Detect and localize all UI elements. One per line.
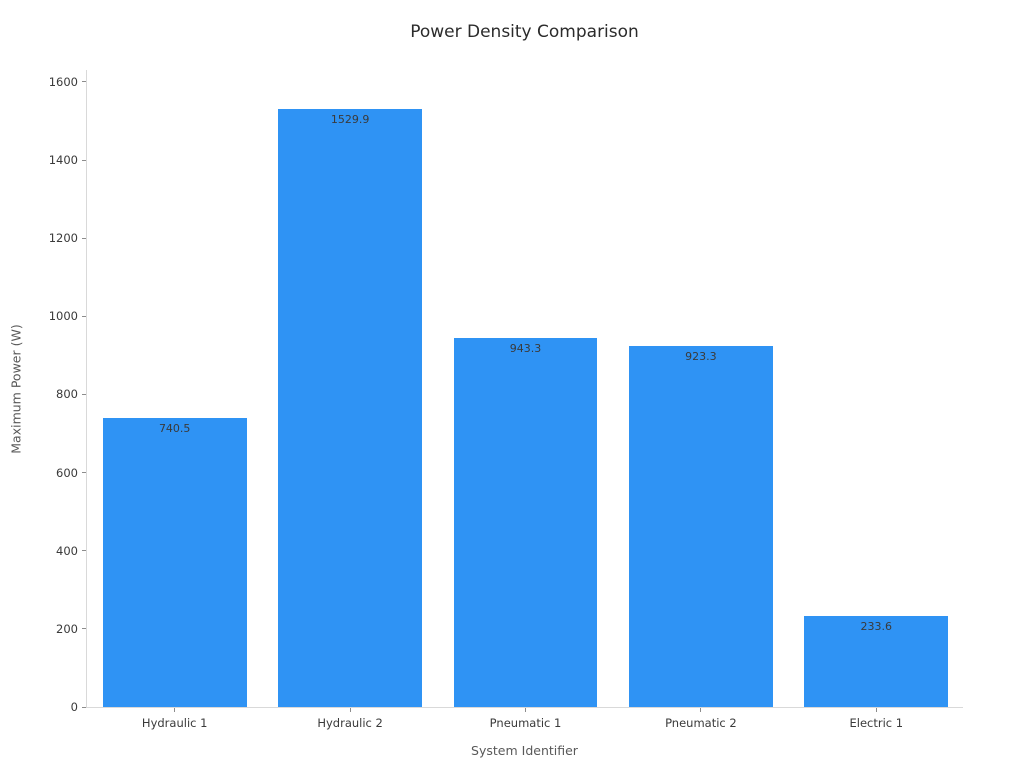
y-tick-mark [82, 81, 86, 83]
chart-title: Power Density Comparison [410, 22, 639, 42]
x-tick-mark [525, 708, 526, 712]
bar-hydraulic-2: 1529.9 [278, 109, 422, 707]
y-tick-label: 1000 [48, 309, 78, 324]
x-tick-mark [349, 708, 351, 712]
y-tick-label: 400 [56, 543, 78, 558]
x-tick-label: Hydraulic 1 [141, 716, 208, 730]
y-tick-mark [82, 472, 86, 474]
bar-pneumatic-2: 923.3 [628, 346, 773, 707]
bar-value-label: 233.6 [860, 619, 893, 633]
y-tick-mark [82, 706, 86, 708]
y-tick-label: 1400 [48, 153, 78, 168]
y-tick-mark [82, 393, 86, 395]
y-tick-mark [82, 628, 86, 630]
bar-value-label: 943.3 [509, 342, 542, 356]
x-tick-label: Pneumatic 2 [665, 716, 737, 730]
y-tick-mark [82, 159, 86, 161]
bar-value-label: 1529.9 [330, 113, 370, 127]
y-tick-label: 200 [56, 621, 78, 636]
y-tick-mark [82, 237, 86, 239]
y-tick-label: 1200 [48, 231, 78, 246]
bar-electric-1: 233.6 [804, 615, 949, 707]
x-tick-label: Hydraulic 2 [317, 716, 383, 730]
x-tick-label: Pneumatic 1 [489, 716, 562, 730]
y-tick-label: 600 [56, 465, 78, 480]
y-tick-mark [82, 315, 86, 317]
x-tick-mark [174, 708, 176, 712]
x-axis-title: System Identifier [471, 743, 578, 758]
bar-pneumatic-1: 943.3 [453, 338, 598, 707]
bar-value-label: 923.3 [685, 350, 717, 364]
x-tick-mark [875, 708, 877, 712]
bar-value-label: 740.5 [158, 421, 191, 435]
plot-area: 0 200 400 600 800 1000 1200 1400 1600 740.5 Hydrau… [49, 70, 963, 730]
y-tick-label: 0 [70, 700, 78, 714]
y-tick-label: 1600 [48, 74, 78, 89]
bar-hydraulic-1: 740.5 [102, 417, 247, 707]
y-tick-label: 800 [56, 387, 78, 402]
x-tick-label: Electric 1 [849, 716, 904, 730]
x-tick-mark [700, 708, 702, 712]
y-tick-mark [82, 550, 86, 552]
